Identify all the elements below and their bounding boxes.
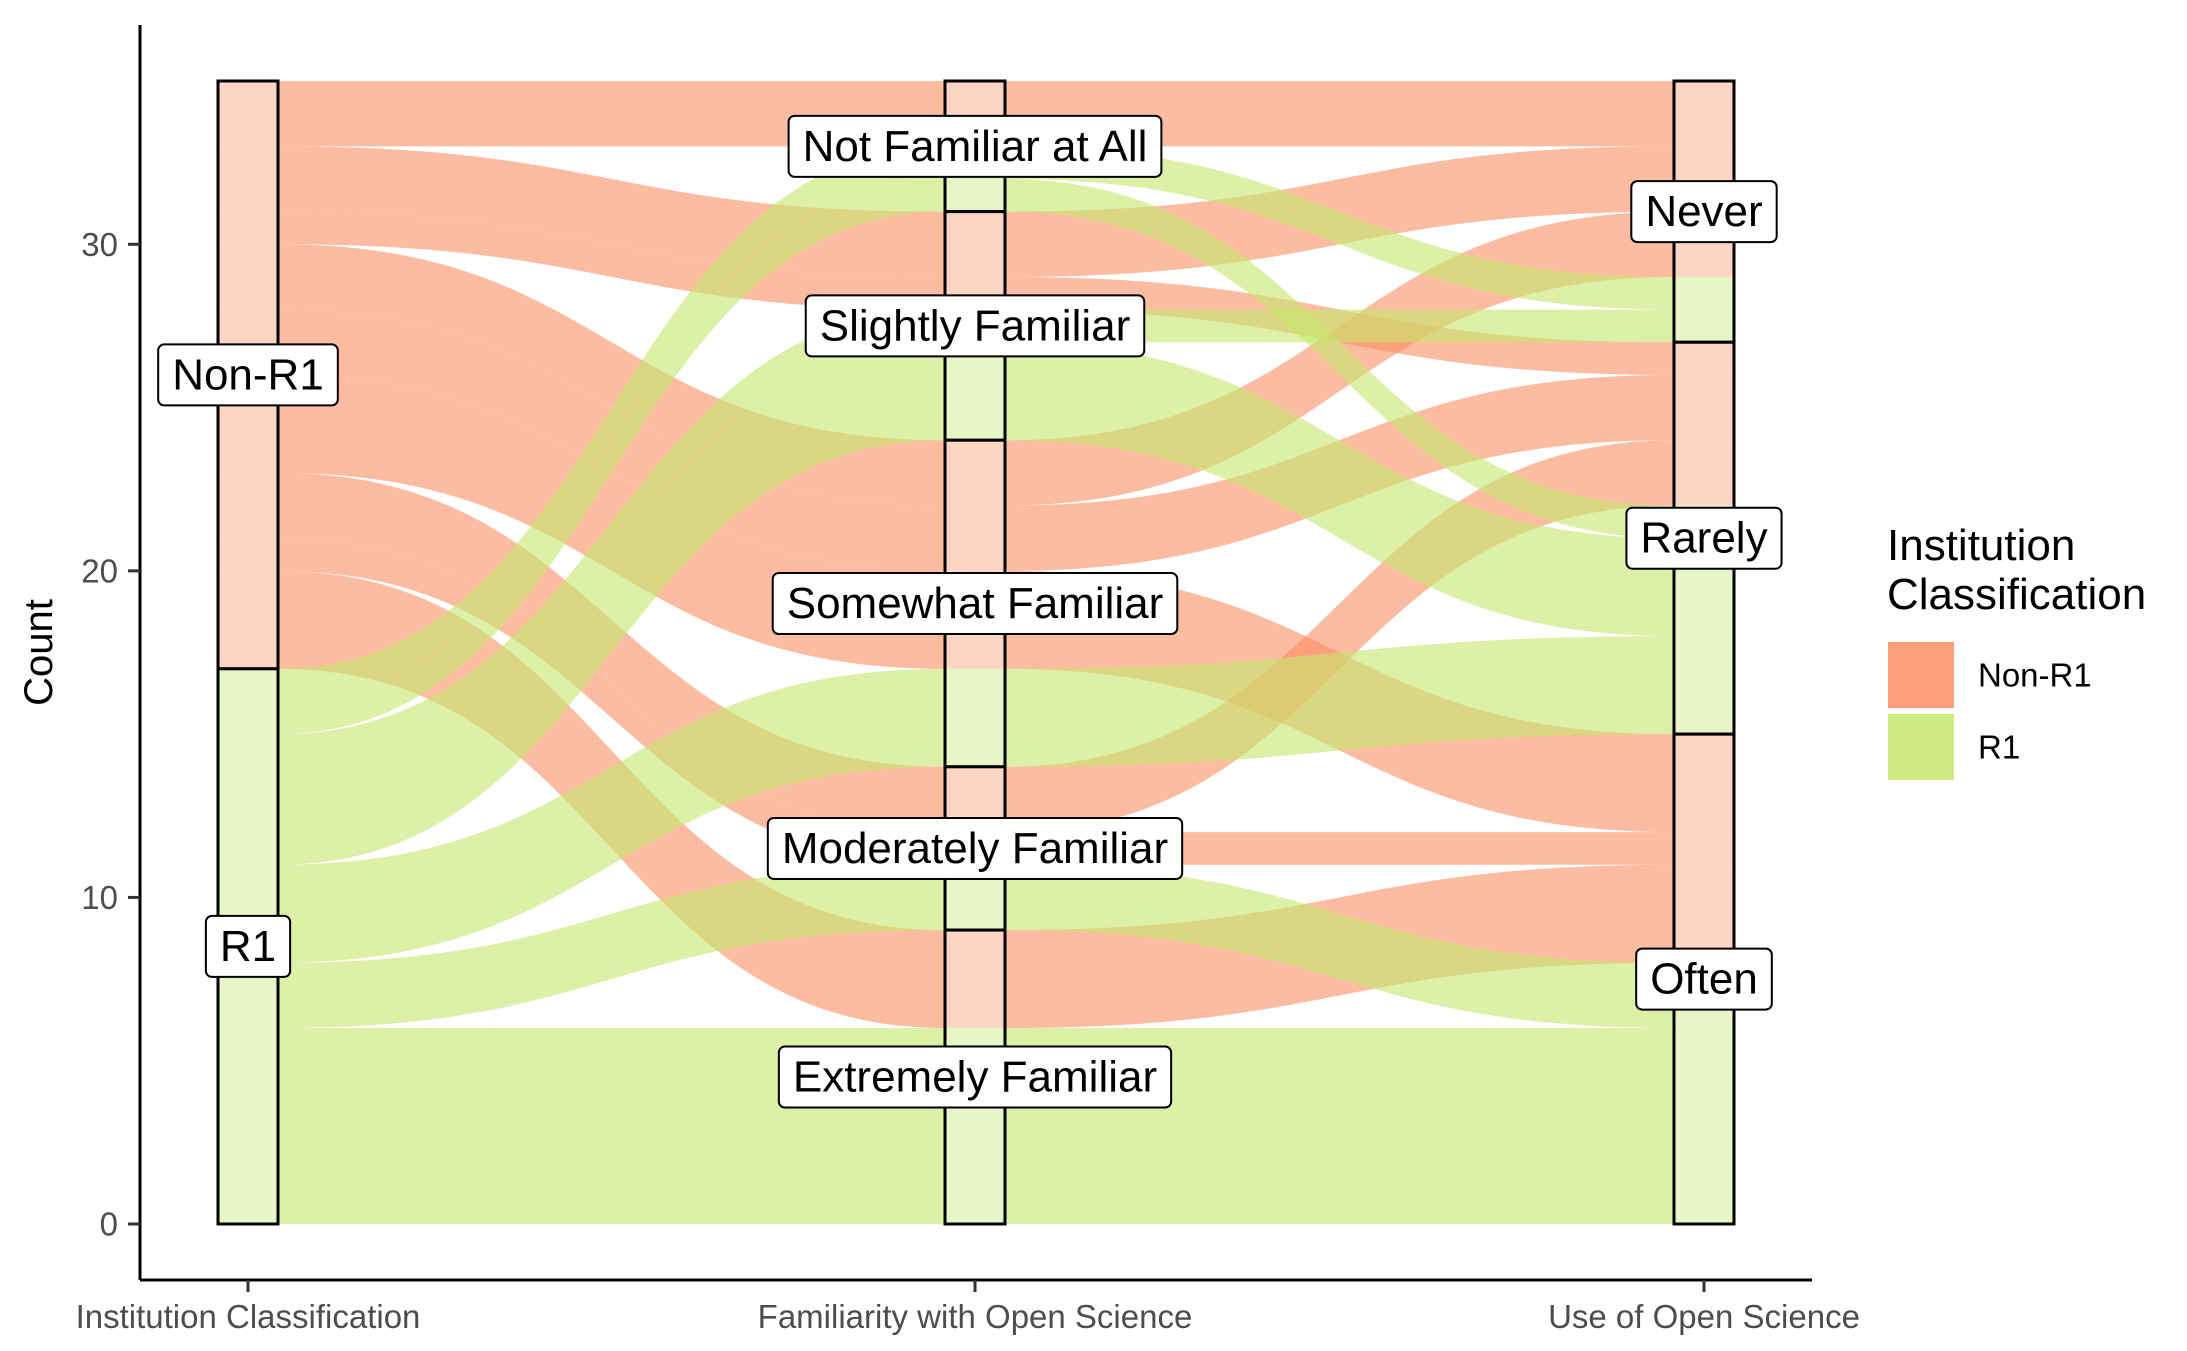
- legend-swatch-r1: [1888, 714, 1954, 780]
- x-tick-label-use-of-open-science: Use of Open Science: [1548, 1298, 1860, 1335]
- stratum-fill-somewhat-familiar-non-r1: [945, 440, 1005, 506]
- stratum-fill-never-r1: [1674, 309, 1734, 343]
- flow-non-r1-not-familiar-at-all-to-familiarity: [278, 81, 945, 147]
- stratum-fill-non-r1-non-r1: [218, 211, 278, 245]
- stratum-label-slightly-familiar: Slightly Familiar: [804, 294, 1146, 358]
- flow-r1-slightly-familiar-never: [1005, 309, 1674, 343]
- flow-non-r1-not-familiar-at-all-never: [1005, 81, 1674, 147]
- stratum-label-often: Often: [1635, 947, 1773, 1011]
- flow-r1-not-familiar-at-all-never: [1005, 146, 1674, 310]
- stratum-fill-often-r1: [1674, 1028, 1734, 1224]
- stratum-label-somewhat-familiar: Somewhat Familiar: [771, 572, 1179, 636]
- flow-r1-not-familiar-at-all-to-familiarity: [278, 178, 945, 735]
- stratum-fill-r1-r1: [218, 734, 278, 767]
- stratum-fill-non-r1-non-r1: [218, 472, 278, 539]
- stratum-fill-not-familiar-at-all-r1: [945, 178, 1005, 212]
- stratum-fill-often-non-r1: [1674, 734, 1734, 833]
- flow-r1-extremely-familiar-often: [1005, 1028, 1674, 1224]
- svg-text:Often: Often: [1650, 955, 1758, 1004]
- flow-non-r1-moderately-familiar-to-familiarity: [278, 538, 945, 865]
- svg-text:Never: Never: [1645, 187, 1762, 236]
- stratum-fill-rarely-r1: [1674, 636, 1734, 735]
- stratum-fill-often-non-r1: [1674, 864, 1734, 963]
- stratum-label-not-familiar-at-all: Not Familiar at All: [787, 114, 1163, 178]
- flow-r1-moderately-familiar-often: [1005, 864, 1674, 1029]
- stratum-label-non-r1: Non-R1: [157, 343, 339, 407]
- stratum-label-rarely: Rarely: [1625, 506, 1783, 570]
- flow-r1-slightly-familiar-to-familiarity: [278, 342, 945, 865]
- svg-text:Extremely Familiar: Extremely Familiar: [793, 1053, 1157, 1102]
- stratum-fill-slightly-familiar-r1: [945, 342, 1005, 441]
- stratum-fill-slightly-familiar-non-r1: [945, 211, 1005, 277]
- legend-label-non-r1: Non-R1: [1978, 657, 2092, 694]
- stratum-fill-non-r1-non-r1: [218, 570, 278, 669]
- y-tick-label-20: 20: [81, 552, 118, 589]
- flow-r1-somewhat-familiar-to-familiarity: [278, 668, 945, 963]
- svg-text:Slightly Familiar: Slightly Familiar: [820, 301, 1131, 350]
- stratum-fill-never-non-r1: [1674, 81, 1734, 147]
- flow-non-r1-slightly-familiar-to-familiarity: [278, 211, 945, 310]
- flow-r1-not-familiar-at-all-to-familiarity: [278, 146, 945, 702]
- y-tick-label-0: 0: [100, 1206, 118, 1243]
- legend-label-r1: R1: [1978, 729, 2020, 766]
- legend-swatch-non-r1: [1888, 642, 1954, 708]
- y-axis-title: Count: [17, 599, 61, 706]
- stratum-fill-r1-r1: [218, 701, 278, 735]
- stratum-fill-extremely-familiar-non-r1: [945, 930, 1005, 1029]
- flows-layer: [278, 81, 1674, 1224]
- stratum-label-moderately-familiar: Moderately Familiar: [766, 816, 1184, 880]
- axes-layer: 0 10 20 30 Institution Classification Familia…: [17, 25, 1860, 1335]
- y-tick-label-10: 10: [81, 879, 118, 916]
- stratum-fill-r1-r1: [218, 766, 278, 865]
- stratum-fill-often-non-r1: [1674, 832, 1734, 865]
- stratum-fill-somewhat-familiar-non-r1: [945, 505, 1005, 571]
- x-tick-label-familiarity-with-open-science: Familiarity with Open Science: [758, 1298, 1193, 1335]
- svg-text:R1: R1: [220, 922, 276, 971]
- stratum-label-extremely-familiar: Extremely Familiar: [777, 1045, 1173, 1109]
- legend-title-line-2: Classification: [1887, 570, 2146, 619]
- flow-r1-slightly-familiar-to-familiarity: [278, 309, 945, 767]
- y-tick-label-30: 30: [81, 226, 118, 263]
- stratum-fill-non-r1-non-r1: [218, 244, 278, 310]
- stratum-fill-rarely-non-r1: [1674, 342, 1734, 375]
- legend-title-line-1: Institution: [1887, 521, 2075, 570]
- stratum-fill-non-r1-non-r1: [218, 81, 278, 147]
- flow-r1-slightly-familiar-rarely: [1005, 342, 1674, 637]
- svg-text:Somewhat Familiar: Somewhat Familiar: [787, 579, 1164, 628]
- flow-r1-moderately-familiar-to-familiarity: [278, 864, 945, 1029]
- flow-r1-somewhat-familiar-rarely: [1005, 636, 1674, 767]
- svg-text:Not Familiar at All: Not Familiar at All: [803, 122, 1148, 171]
- stratum-fill-never-r1: [1674, 276, 1734, 310]
- stratum-fill-rarely-non-r1: [1674, 440, 1734, 506]
- stratum-fill-r1-r1: [218, 1028, 278, 1224]
- stratum-fill-somewhat-familiar-r1: [945, 668, 1005, 767]
- flow-r1-not-familiar-at-all-rarely: [1005, 178, 1674, 539]
- svg-text:Moderately Familiar: Moderately Familiar: [782, 824, 1168, 873]
- stratum-label-never: Never: [1630, 180, 1778, 244]
- svg-text:Non-R1: Non-R1: [172, 350, 324, 399]
- stratum-fill-rarely-non-r1: [1674, 374, 1734, 441]
- stratum-label-r1: R1: [204, 914, 292, 978]
- stratum-fill-r1-r1: [218, 668, 278, 702]
- stratum-fill-non-r1-non-r1: [218, 538, 278, 571]
- svg-text:Rarely: Rarely: [1640, 514, 1767, 563]
- strata-labels-layer: Non-R1 R1 Not Familiar at All Slightly Fami…: [157, 114, 1783, 1109]
- stratum-fill-non-r1-non-r1: [218, 146, 278, 212]
- x-tick-label-institution-classification: Institution Classification: [76, 1298, 421, 1335]
